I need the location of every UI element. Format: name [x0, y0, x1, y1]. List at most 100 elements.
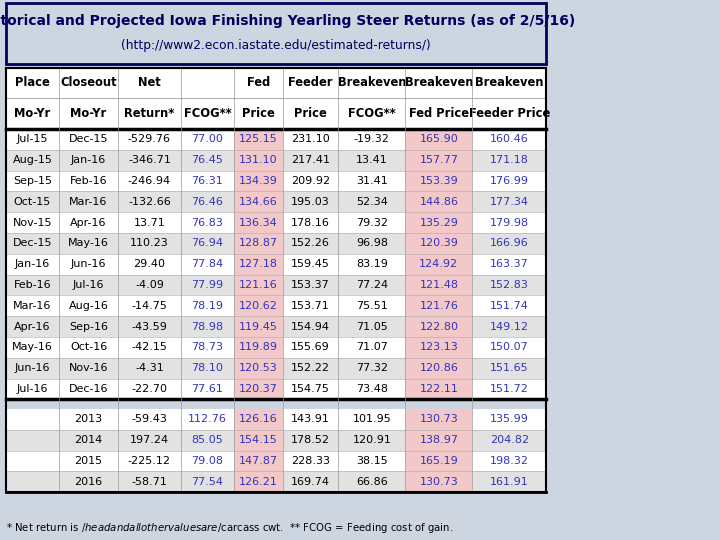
Text: 120.53: 120.53 [239, 363, 278, 373]
Text: 209.92: 209.92 [291, 176, 330, 186]
Text: 178.16: 178.16 [292, 218, 330, 228]
Text: 78.19: 78.19 [192, 301, 223, 311]
Text: 121.48: 121.48 [419, 280, 459, 290]
Text: Jul-15: Jul-15 [17, 134, 48, 145]
Text: 77.99: 77.99 [192, 280, 223, 290]
Bar [234, 379, 283, 399]
Bar [234, 409, 283, 430]
Bar [6, 337, 546, 357]
Text: Jun-16: Jun-16 [14, 363, 50, 373]
Text: 134.39: 134.39 [239, 176, 278, 186]
Text: 2016: 2016 [74, 477, 103, 487]
Text: 159.45: 159.45 [292, 259, 330, 269]
Text: Breakeven: Breakeven [475, 76, 544, 90]
Text: 160.46: 160.46 [490, 134, 528, 145]
Text: -59.43: -59.43 [132, 414, 167, 424]
Bar [6, 212, 546, 233]
Bar [6, 274, 546, 295]
Bar [405, 409, 472, 430]
Text: 126.16: 126.16 [239, 414, 278, 424]
Text: 2014: 2014 [74, 435, 103, 445]
Text: 151.74: 151.74 [490, 301, 528, 311]
Text: Mo-Yr: Mo-Yr [71, 107, 107, 120]
Text: -14.75: -14.75 [132, 301, 167, 311]
Text: 131.10: 131.10 [239, 155, 278, 165]
Bar [6, 68, 546, 129]
Text: -42.15: -42.15 [132, 342, 167, 353]
Text: 153.71: 153.71 [292, 301, 330, 311]
Text: 121.76: 121.76 [420, 301, 458, 311]
Text: 77.84: 77.84 [192, 259, 223, 269]
Text: 120.37: 120.37 [239, 384, 278, 394]
Text: 136.34: 136.34 [239, 218, 278, 228]
Text: 77.24: 77.24 [356, 280, 388, 290]
Text: 144.86: 144.86 [419, 197, 459, 207]
Bar [405, 316, 472, 337]
Text: 149.12: 149.12 [490, 321, 529, 332]
Bar [234, 316, 283, 337]
Text: 155.69: 155.69 [292, 342, 330, 353]
Text: 130.73: 130.73 [420, 477, 458, 487]
Text: 195.03: 195.03 [292, 197, 330, 207]
Bar [405, 295, 472, 316]
Text: * Net return is $/head and all other values are $/carcass cwt.  ** FCOG = Feedin: * Net return is $/head and all other val… [6, 521, 453, 535]
Text: -4.31: -4.31 [135, 363, 163, 373]
Bar [6, 295, 546, 316]
Bar [6, 68, 546, 492]
Text: 77.61: 77.61 [192, 384, 223, 394]
Text: (http://www2.econ.iastate.edu/estimated-returns/): (http://www2.econ.iastate.edu/estimated-… [121, 38, 431, 52]
Text: 76.83: 76.83 [192, 218, 223, 228]
Text: 76.94: 76.94 [192, 238, 223, 248]
Text: 138.97: 138.97 [419, 435, 459, 445]
Bar [6, 430, 546, 450]
Text: 124.92: 124.92 [419, 259, 459, 269]
Text: 123.13: 123.13 [420, 342, 458, 353]
Text: 151.72: 151.72 [490, 384, 528, 394]
Text: May-16: May-16 [12, 342, 53, 353]
Text: Nov-16: Nov-16 [69, 363, 108, 373]
Text: 76.46: 76.46 [192, 197, 223, 207]
Text: 150.07: 150.07 [490, 342, 528, 353]
Bar [234, 192, 283, 212]
Text: 152.22: 152.22 [291, 363, 330, 373]
Text: 177.34: 177.34 [490, 197, 529, 207]
Text: 38.15: 38.15 [356, 456, 388, 466]
Text: 121.16: 121.16 [239, 280, 278, 290]
Text: 2015: 2015 [74, 456, 103, 466]
Text: -246.94: -246.94 [128, 176, 171, 186]
Text: 231.10: 231.10 [292, 134, 330, 145]
Bar [405, 192, 472, 212]
Text: Fed: Fed [247, 76, 270, 90]
Bar [405, 357, 472, 379]
Text: 76.45: 76.45 [192, 155, 223, 165]
Text: 153.39: 153.39 [420, 176, 458, 186]
Text: -43.59: -43.59 [132, 321, 167, 332]
Bar [405, 379, 472, 399]
Text: 171.18: 171.18 [490, 155, 528, 165]
Bar [234, 233, 283, 254]
Text: 66.86: 66.86 [356, 477, 388, 487]
Bar [234, 212, 283, 233]
Text: Jul-16: Jul-16 [73, 280, 104, 290]
Text: -4.09: -4.09 [135, 280, 164, 290]
Bar [405, 212, 472, 233]
Text: 77.32: 77.32 [356, 363, 388, 373]
Text: 165.90: 165.90 [420, 134, 458, 145]
Text: Dec-15: Dec-15 [69, 134, 108, 145]
Text: -346.71: -346.71 [128, 155, 171, 165]
Bar [405, 150, 472, 171]
Text: Oct-15: Oct-15 [14, 197, 51, 207]
Bar [405, 254, 472, 274]
Bar [6, 316, 546, 337]
Text: Jul-16: Jul-16 [17, 384, 48, 394]
Text: 96.98: 96.98 [356, 238, 388, 248]
Bar [6, 357, 546, 379]
Text: 228.33: 228.33 [291, 456, 330, 466]
Text: Sep-15: Sep-15 [13, 176, 52, 186]
Bar [6, 450, 546, 471]
Text: -58.71: -58.71 [132, 477, 167, 487]
Text: FCOG**: FCOG** [184, 107, 231, 120]
Text: 79.08: 79.08 [192, 456, 223, 466]
Text: May-16: May-16 [68, 238, 109, 248]
Bar [6, 171, 546, 192]
